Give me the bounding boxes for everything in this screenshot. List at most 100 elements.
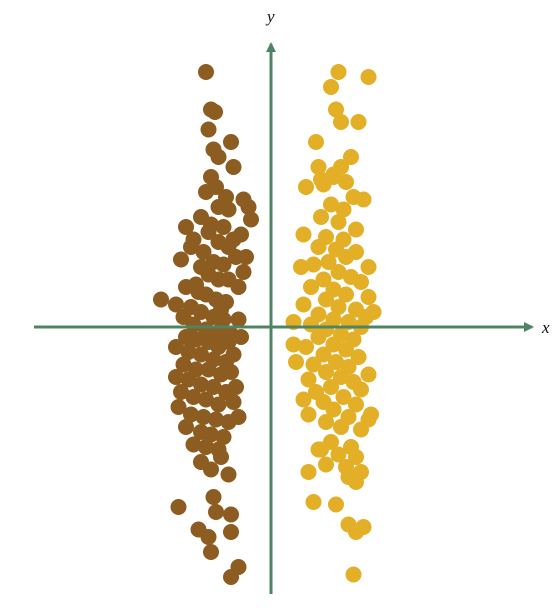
scatter-point-series-1-69 — [193, 376, 209, 393]
scatter-point-series-1-53 — [188, 331, 204, 348]
scatter-point-series-1-24 — [225, 231, 242, 248]
scatter-point-series-2-78 — [333, 419, 349, 435]
scatter-point-series-2-56 — [338, 341, 354, 358]
scatter-point-series-2-79 — [353, 421, 369, 438]
scatter-point-series-2-55 — [298, 339, 314, 355]
scatter-point-series-2-97 — [345, 566, 362, 583]
scatter-point-series-1-100 — [235, 191, 252, 208]
scatter-point-series-2-20 — [295, 226, 312, 243]
scatter-point-series-1-94 — [228, 379, 244, 395]
scatter-point-series-2-60 — [305, 356, 322, 373]
scatter-point-series-1-97 — [238, 249, 254, 265]
scatter-point-series-1-98 — [243, 211, 259, 228]
scatter-point-series-2-59 — [328, 354, 344, 370]
scatter-point-series-2-12 — [298, 179, 314, 195]
scatter-point-series-1-96 — [230, 311, 247, 328]
scatter-point-series-2-77 — [318, 414, 334, 430]
scatter-point-series-1-3 — [207, 104, 223, 120]
scatter-point-series-1-35 — [230, 279, 247, 295]
scatter-point-series-1-14 — [220, 201, 237, 218]
scatter-point-series-2-101 — [293, 259, 309, 275]
scatter-point-series-2-27 — [338, 249, 354, 265]
scatter-point-series-2-5 — [333, 114, 349, 130]
scatter-point-series-1-80 — [208, 411, 224, 428]
scatter-point-series-1-92 — [213, 449, 229, 465]
scatter-point-series-2-1 — [330, 64, 347, 80]
scatter-point-series-1-110 — [223, 524, 239, 540]
scatter-point-series-2-29 — [305, 256, 322, 273]
scatter-point-series-1-108 — [223, 506, 239, 523]
scatter-point-series-2-65 — [300, 371, 317, 388]
scatter-point-series-1-86 — [185, 436, 202, 453]
scatter-point-series-2-8 — [343, 149, 359, 165]
scatter-point-series-2-72 — [348, 396, 364, 413]
scatter-point-series-1-112 — [203, 544, 219, 560]
scatter-point-series-1-84 — [203, 426, 219, 443]
scatter-point-series-2-98 — [285, 336, 302, 353]
scatter-point-series-1-93 — [230, 409, 247, 425]
scatter-point-series-1-42 — [193, 304, 209, 320]
scatter-point-series-2-41 — [330, 299, 347, 315]
scatter-point-series-2-34 — [353, 274, 369, 290]
axes — [34, 42, 534, 594]
scatter-point-series-1-57 — [168, 339, 184, 355]
scatter-point-series-1-78 — [183, 406, 199, 423]
scatter-point-series-1-8 — [225, 159, 242, 175]
scatter-point-series-1-79 — [195, 409, 212, 425]
scatter-point-series-1-104 — [233, 329, 249, 345]
scatter-point-series-1-77 — [170, 399, 187, 415]
scatter-point-series-2-28 — [320, 254, 337, 270]
scatter-point-series-2-74 — [300, 406, 317, 423]
scatter-point-series-2-92 — [305, 494, 322, 510]
scatter-point-series-2-17 — [335, 201, 352, 218]
scatter-point-series-2-24 — [310, 239, 327, 255]
scatter-point-series-1-114 — [223, 569, 239, 585]
scatter-point-series-2-73 — [325, 401, 342, 418]
scatter-point-series-1-72 — [173, 384, 189, 400]
scatter-point-series-1-106 — [205, 489, 222, 505]
scatter-point-series-1-62 — [175, 356, 192, 373]
scatter-point-series-1-111 — [200, 529, 217, 545]
scatter-point-series-2-21 — [348, 221, 364, 238]
scatter-point-series-2-39 — [318, 291, 334, 308]
scatter-point-series-2-103 — [310, 159, 327, 175]
scatter-point-series-1-26 — [195, 244, 212, 260]
scatter-point-series-2-64 — [333, 369, 349, 385]
scatter-point-series-2-11 — [338, 174, 354, 190]
scatter-point-series-1-59 — [193, 346, 209, 363]
scatter-point-series-2-30 — [360, 259, 377, 275]
scatter-point-series-1-28 — [215, 256, 232, 273]
scatter-point-series-2-105 — [363, 406, 379, 423]
scatter-point-series-2-102 — [313, 171, 329, 188]
scatter-point-series-1-91 — [220, 466, 237, 483]
scatter-point-series-2-83 — [330, 446, 347, 463]
scatter-point-series-1-67 — [168, 369, 184, 385]
scatter-point-series-2-6 — [350, 114, 367, 130]
scatter-point-series-1-51 — [168, 296, 184, 313]
scatter-point-series-1-64 — [200, 361, 217, 378]
scatter-point-series-2-2 — [323, 79, 339, 95]
scatter-point-series-2-18 — [313, 209, 329, 225]
scatter-point-series-2-15 — [355, 191, 372, 208]
y-axis-label: y — [265, 7, 275, 26]
scatter-point-series-2-84 — [348, 449, 364, 465]
scatter-point-series-1-50 — [153, 291, 169, 308]
scatter-point-series-2-68 — [353, 381, 369, 398]
scatter-point-series-1-74 — [198, 391, 214, 408]
scatter-point-series-2-40 — [295, 296, 312, 313]
scatter-point-series-2-38 — [360, 289, 377, 305]
scatter-point-series-2-7 — [308, 134, 324, 150]
scatter-point-series-2-54 — [325, 336, 342, 353]
scatter-point-series-2-104 — [325, 166, 342, 183]
scatter-point-series-2-16 — [323, 196, 339, 213]
scatter-point-series-1-58 — [180, 344, 197, 360]
scatter-point-series-2-99 — [288, 354, 304, 370]
scatter-point-series-1-73 — [185, 389, 202, 405]
scatter-point-series-1-90 — [203, 461, 219, 478]
scatter-point-series-1-7 — [210, 149, 227, 165]
scatter-point-series-1-66 — [223, 364, 239, 380]
scatter-point-series-2-63 — [360, 366, 377, 383]
scatter-point-series-2-31 — [330, 264, 347, 280]
scatter-point-series-2-4 — [328, 101, 344, 118]
